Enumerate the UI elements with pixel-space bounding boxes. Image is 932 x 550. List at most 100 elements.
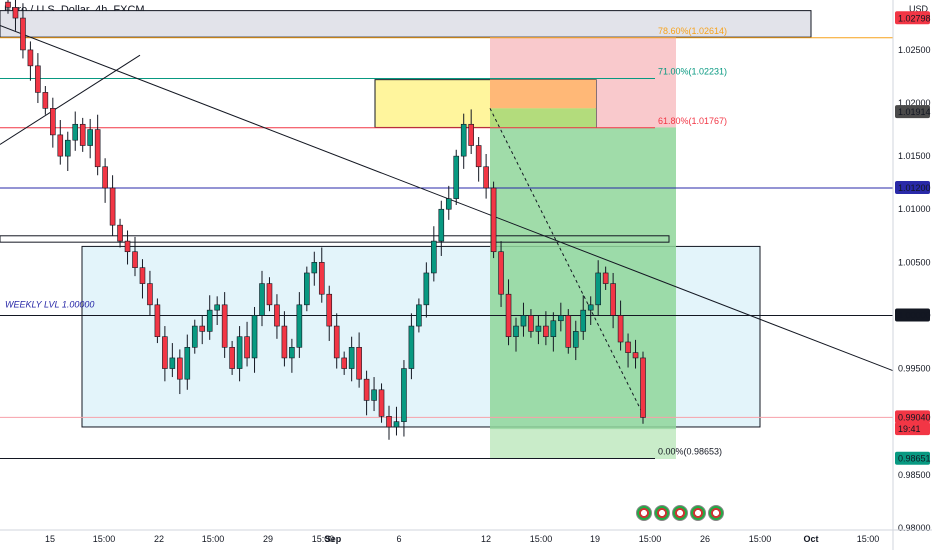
price-tag-bg: [895, 308, 930, 322]
candle-body: [401, 368, 407, 422]
price-tag-label: 1.01200: [898, 183, 931, 193]
candle: [543, 311, 549, 346]
flag-icon[interactable]: [690, 505, 706, 521]
price-tag-bg: [895, 180, 930, 194]
candle: [5, 0, 11, 14]
x-tick-label: 15:00: [530, 534, 553, 544]
candle-body: [244, 336, 250, 359]
candle: [528, 309, 534, 338]
candle: [304, 266, 310, 312]
flag-icon[interactable]: [654, 505, 670, 521]
candle: [401, 360, 407, 437]
candle: [206, 295, 213, 340]
candle: [132, 236, 138, 277]
event-icons[interactable]: [636, 505, 724, 521]
candle-body: [558, 315, 564, 322]
candle: [453, 149, 460, 205]
candle: [177, 349, 183, 395]
candle: [483, 154, 489, 199]
candle: [408, 313, 415, 380]
candle: [438, 200, 445, 256]
double-line: [0, 235, 670, 243]
candle-body: [602, 272, 609, 284]
candle: [640, 351, 646, 424]
candle-body: [445, 198, 452, 210]
candle-body: [289, 347, 295, 359]
candle: [378, 383, 385, 423]
candle: [57, 120, 64, 165]
candle: [199, 315, 206, 345]
candle-body: [326, 293, 333, 327]
candle-body: [572, 331, 579, 348]
price-tag: 1.02798: [895, 11, 931, 25]
candle: [139, 259, 146, 299]
price-tag-bg: [895, 451, 930, 465]
candle-body: [109, 187, 116, 226]
candle: [147, 270, 153, 316]
uptrend-line: [0, 54, 141, 145]
candle: [72, 111, 79, 151]
flag-icon[interactable]: [672, 505, 688, 521]
candle: [416, 298, 422, 333]
y-tick-label: 1.01000: [898, 204, 931, 214]
currency-label: USD: [908, 4, 928, 14]
candle: [289, 338, 295, 373]
x-tick-label: 19: [590, 534, 600, 544]
candle-body: [498, 251, 504, 295]
candle-body: [251, 315, 258, 359]
candle-body: [199, 325, 206, 332]
candle: [259, 270, 265, 327]
candle: [35, 53, 41, 104]
x-tick-label: 6: [396, 534, 401, 544]
price-tag-label: 19:41: [898, 424, 921, 434]
candle: [356, 332, 362, 388]
candle: [162, 326, 168, 382]
candle: [117, 218, 123, 248]
candle: [550, 312, 557, 352]
x-tick-label: 15:00: [857, 534, 880, 544]
price-tag-bg: [895, 105, 930, 119]
candle-body: [259, 283, 265, 316]
candle: [154, 298, 161, 344]
candle: [386, 405, 392, 440]
downtrend-line: [0, 25, 894, 372]
candle: [124, 230, 131, 265]
candle-body: [453, 155, 460, 199]
candle-body: [378, 389, 385, 417]
candle-body: [147, 283, 153, 306]
candle-body: [296, 304, 303, 348]
candle: [326, 285, 333, 341]
candle-body: [550, 320, 557, 337]
candle: [87, 118, 93, 159]
flag-icon[interactable]: [708, 505, 724, 521]
candle-body: [139, 267, 146, 284]
price-tag-bg: [895, 11, 930, 25]
candle-body: [177, 357, 183, 380]
candle-body: [72, 123, 79, 141]
candle-body: [408, 325, 415, 369]
candle-body: [132, 251, 138, 268]
candle: [498, 241, 504, 307]
candle: [318, 247, 325, 303]
x-tick-label: Oct: [803, 534, 818, 544]
candle-body: [490, 187, 497, 253]
candle: [341, 351, 347, 375]
price-tag-label: 0.99040: [898, 412, 931, 422]
flag-icon[interactable]: [636, 505, 652, 521]
x-tick-label: 26: [700, 534, 710, 544]
candle: [184, 334, 191, 390]
y-tick-label: 0.98000: [898, 523, 931, 533]
candle-body: [214, 304, 220, 311]
candle-body: [12, 7, 19, 19]
x-tick-label: 29: [263, 534, 273, 544]
candle-body: [483, 166, 489, 189]
candle: [102, 158, 108, 203]
candle: [12, 0, 19, 31]
candle-body: [184, 347, 191, 380]
x-tick-label: 15:00: [93, 534, 116, 544]
candle: [363, 370, 370, 416]
price-tag: 19:41: [895, 422, 930, 436]
candle-body: [94, 129, 101, 168]
candle-body: [50, 108, 56, 136]
